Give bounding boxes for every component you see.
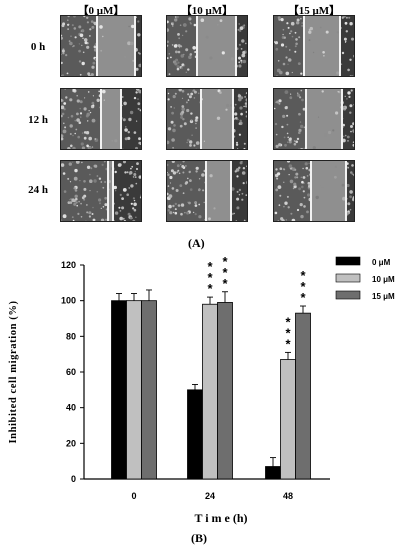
y-tick-label: 60 — [66, 367, 76, 377]
micrograph-r0-c0 — [60, 15, 142, 77]
legend-swatch — [335, 256, 361, 266]
significance-mark: * — [207, 281, 213, 296]
row-label-12h: 12 h — [28, 114, 48, 126]
micrograph-r0-c2 — [273, 15, 355, 77]
x-tick-label: 0 — [131, 491, 136, 501]
column-header-15uM: 【15 μM】 — [287, 5, 341, 17]
significance-mark: * — [222, 265, 228, 280]
significance-mark: * — [285, 314, 291, 329]
micrograph-r0-c1 — [166, 15, 248, 77]
significance-mark: * — [207, 270, 213, 285]
column-header-10uM: 【10 μM】 — [180, 5, 234, 17]
bar — [217, 302, 233, 480]
row-label-24h: 24 h — [28, 184, 48, 196]
bar — [202, 303, 218, 480]
legend-swatch — [335, 290, 361, 300]
bar — [187, 389, 203, 480]
y-tick-label: 0 — [71, 474, 76, 484]
bar — [280, 359, 296, 480]
bar-chart: 0 20 40 60 80 100 120 Inhibited cell migration … — [8, 254, 395, 525]
x-axis-title: T i m e (h) — [194, 511, 247, 525]
legend-swatch — [335, 273, 361, 283]
x-tick-label: 48 — [283, 491, 293, 501]
y-tick-label: 100 — [61, 296, 76, 306]
panel-b-label: (B) — [191, 531, 207, 545]
micrograph-r1-c2 — [273, 88, 355, 150]
bar — [141, 300, 157, 480]
significance-mark: * — [207, 259, 213, 274]
significance-mark: * — [300, 279, 306, 294]
significance-mark: * — [285, 325, 291, 340]
micrograph-r2-c1 — [166, 160, 248, 222]
y-tick-label: 80 — [66, 331, 76, 341]
significance-mark: * — [222, 254, 228, 269]
micrograph-r2-c0 — [60, 160, 142, 222]
row-label-0h: 0 h — [30, 41, 46, 53]
significance-mark: * — [285, 336, 291, 351]
column-header-0uM: 【0 μM】 — [77, 5, 125, 17]
y-tick-label: 40 — [66, 403, 76, 413]
legend-label: 0 μM — [372, 258, 391, 267]
y-axis-title: Inhibited cell migration (%) — [8, 300, 19, 443]
micrograph-r1-c0 — [60, 88, 142, 150]
significance-mark: * — [300, 268, 306, 283]
bar — [265, 466, 281, 480]
y-tick-label: 120 — [61, 260, 76, 270]
bar — [126, 300, 142, 480]
micrograph-r1-c1 — [166, 88, 248, 150]
legend-label: 15 μM — [372, 292, 395, 301]
panel-a-label: (A) — [188, 236, 205, 250]
micrograph-r2-c2 — [273, 160, 355, 222]
y-tick-label: 20 — [66, 438, 76, 448]
legend-label: 10 μM — [372, 275, 395, 284]
significance-mark: * — [300, 290, 306, 305]
x-tick-label: 24 — [205, 491, 215, 501]
bar — [295, 312, 311, 480]
significance-mark: * — [222, 276, 228, 291]
bar — [111, 300, 127, 480]
